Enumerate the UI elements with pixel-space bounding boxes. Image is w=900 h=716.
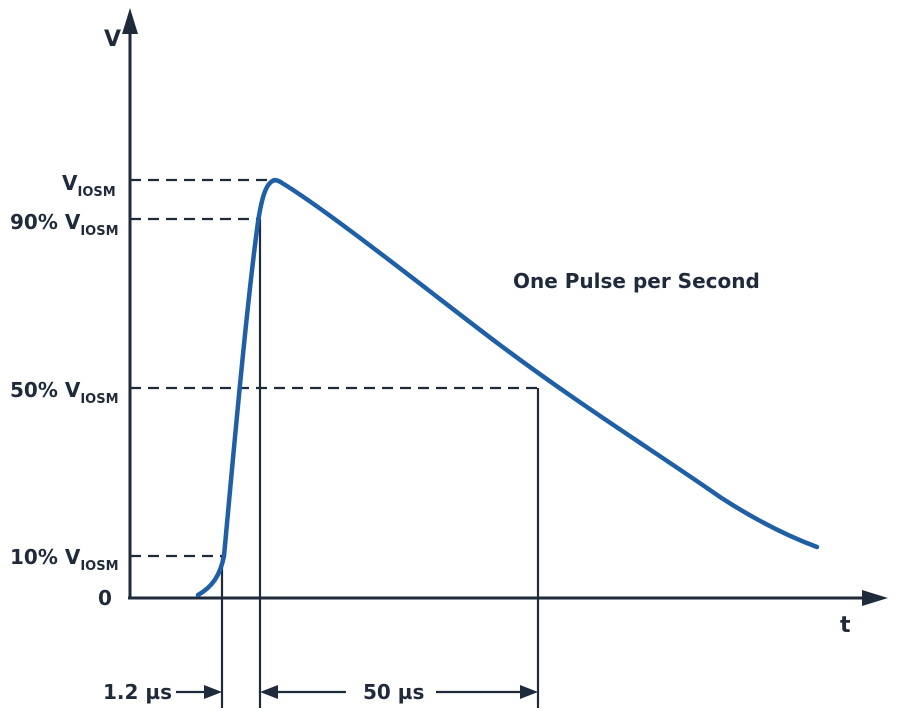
y-axis-arrow bbox=[122, 8, 138, 34]
origin-label: 0 bbox=[98, 586, 112, 610]
p10-label: 10% VIOSM bbox=[10, 545, 119, 574]
decay-arrow-left-head bbox=[260, 685, 278, 699]
v-iosm-label: VIOSM bbox=[62, 171, 116, 200]
pulse-rate-annotation: One Pulse per Second bbox=[513, 269, 760, 293]
rise-time-arrow-head bbox=[204, 685, 222, 699]
p90-label: 90% VIOSM bbox=[10, 210, 119, 239]
y-axis-label: V bbox=[104, 27, 121, 52]
p50-label: 50% VIOSM bbox=[10, 378, 119, 407]
decay-arrow-right-head bbox=[520, 685, 538, 699]
x-axis-label: t bbox=[840, 613, 851, 638]
rise-time-label: 1.2 µs bbox=[103, 680, 172, 704]
pulse-waveform bbox=[195, 177, 820, 598]
decay-time-label: 50 µs bbox=[363, 680, 424, 704]
x-axis-arrow bbox=[862, 590, 888, 606]
